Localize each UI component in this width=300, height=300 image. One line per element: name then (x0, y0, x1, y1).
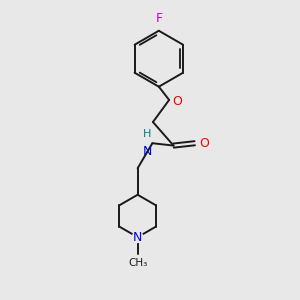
Text: H: H (143, 129, 151, 139)
Text: N: N (133, 231, 142, 244)
Text: CH₃: CH₃ (128, 258, 147, 268)
Text: N: N (142, 145, 152, 158)
Text: O: O (173, 95, 182, 108)
Text: F: F (155, 13, 162, 26)
Text: O: O (199, 137, 209, 150)
Circle shape (132, 232, 143, 242)
